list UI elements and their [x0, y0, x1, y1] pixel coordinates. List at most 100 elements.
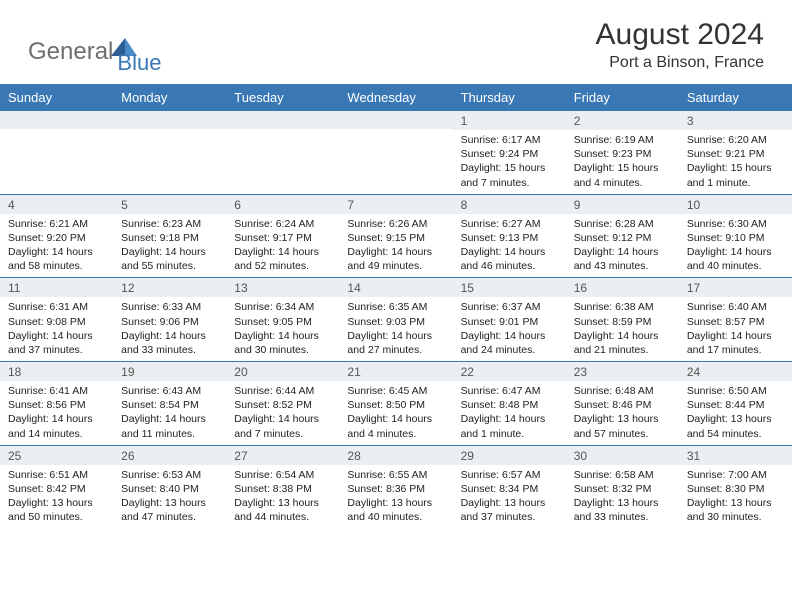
day-cell — [113, 111, 226, 194]
day-number: 13 — [226, 278, 339, 297]
weekday-header: Sunday — [0, 84, 113, 111]
daylight-text: Daylight: 14 hours and 43 minutes. — [574, 245, 671, 273]
sunset-text: Sunset: 9:20 PM — [8, 231, 105, 245]
daylight-text: Daylight: 15 hours and 1 minute. — [687, 161, 784, 189]
weekday-header: Monday — [113, 84, 226, 111]
daylight-text: Daylight: 14 hours and 14 minutes. — [8, 412, 105, 440]
day-cell: 4 Sunrise: 6:21 AMSunset: 9:20 PMDaylight… — [0, 194, 113, 278]
day-cell: 5Sunrise: 6:23 AMSunset: 9:18 PMDaylight… — [113, 194, 226, 278]
sunset-text: Sunset: 9:24 PM — [461, 147, 558, 161]
day-number: 4 — [0, 195, 113, 214]
sunrise-text: Sunrise: 6:47 AM — [461, 384, 558, 398]
day-data: Sunrise: 6:33 AMSunset: 9:06 PMDaylight:… — [113, 297, 226, 361]
sunset-text: Sunset: 9:23 PM — [574, 147, 671, 161]
brand-logo: General Blue — [28, 18, 161, 76]
sunrise-text: Sunrise: 6:21 AM — [8, 217, 105, 231]
sunrise-text: Sunrise: 6:37 AM — [461, 300, 558, 314]
sunset-text: Sunset: 9:01 PM — [461, 315, 558, 329]
day-number: 18 — [0, 362, 113, 381]
sunset-text: Sunset: 9:17 PM — [234, 231, 331, 245]
day-number — [339, 111, 452, 129]
day-cell: 25Sunrise: 6:51 AMSunset: 8:42 PMDayligh… — [0, 445, 113, 528]
day-cell: 30Sunrise: 6:58 AMSunset: 8:32 PMDayligh… — [566, 445, 679, 528]
daylight-text: Daylight: 14 hours and 27 minutes. — [347, 329, 444, 357]
day-data: Sunrise: 6:44 AMSunset: 8:52 PMDaylight:… — [226, 381, 339, 445]
day-cell: 23Sunrise: 6:48 AMSunset: 8:46 PMDayligh… — [566, 362, 679, 446]
day-data: Sunrise: 6:41 AMSunset: 8:56 PMDaylight:… — [0, 381, 113, 445]
sunrise-text: Sunrise: 6:43 AM — [121, 384, 218, 398]
sunrise-text: Sunrise: 6:19 AM — [574, 133, 671, 147]
daylight-text: Daylight: 13 hours and 40 minutes. — [347, 496, 444, 524]
day-cell: 21Sunrise: 6:45 AMSunset: 8:50 PMDayligh… — [339, 362, 452, 446]
day-cell: 3Sunrise: 6:20 AMSunset: 9:21 PMDaylight… — [679, 111, 792, 194]
brand-part2: Blue — [117, 50, 161, 76]
sunrise-text: Sunrise: 6:31 AM — [8, 300, 105, 314]
daylight-text: Daylight: 14 hours and 21 minutes. — [574, 329, 671, 357]
sunset-text: Sunset: 8:40 PM — [121, 482, 218, 496]
day-cell: 9Sunrise: 6:28 AMSunset: 9:12 PMDaylight… — [566, 194, 679, 278]
sunset-text: Sunset: 9:12 PM — [574, 231, 671, 245]
daylight-text: Daylight: 13 hours and 44 minutes. — [234, 496, 331, 524]
day-cell: 2Sunrise: 6:19 AMSunset: 9:23 PMDaylight… — [566, 111, 679, 194]
daylight-text: Daylight: 13 hours and 47 minutes. — [121, 496, 218, 524]
day-number: 25 — [0, 446, 113, 465]
sunrise-text: Sunrise: 6:58 AM — [574, 468, 671, 482]
sunrise-text: Sunrise: 6:48 AM — [574, 384, 671, 398]
sunset-text: Sunset: 9:10 PM — [687, 231, 784, 245]
location-label: Port a Binson, France — [596, 54, 764, 72]
day-data: Sunrise: 6:20 AMSunset: 9:21 PMDaylight:… — [679, 130, 792, 194]
week-row: 4Sunrise: 6:21 AMSunset: 9:20 PMDaylight… — [0, 194, 792, 278]
sunrise-text: Sunrise: 6:55 AM — [347, 468, 444, 482]
day-data: Sunrise: 6:47 AMSunset: 8:48 PMDaylight:… — [453, 381, 566, 445]
calendar-table: Sunday Monday Tuesday Wednesday Thursday… — [0, 84, 792, 528]
weekday-header: Thursday — [453, 84, 566, 111]
sunrise-text: Sunrise: 6:17 AM — [461, 133, 558, 147]
header: General Blue August 2024 Port a Binson, … — [0, 0, 792, 84]
sunset-text: Sunset: 8:36 PM — [347, 482, 444, 496]
day-data: Sunrise: 6:30 AMSunset: 9:10 PMDaylight:… — [679, 214, 792, 278]
day-cell — [0, 111, 113, 194]
day-number: 20 — [226, 362, 339, 381]
week-row: 11Sunrise: 6:31 AMSunset: 9:08 PMDayligh… — [0, 278, 792, 362]
weekday-header: Wednesday — [339, 84, 452, 111]
sunrise-text: Sunrise: 6:40 AM — [687, 300, 784, 314]
daylight-text: Daylight: 14 hours and 46 minutes. — [461, 245, 558, 273]
sunset-text: Sunset: 8:59 PM — [574, 315, 671, 329]
weekday-header: Friday — [566, 84, 679, 111]
day-cell: 8Sunrise: 6:27 AMSunset: 9:13 PMDaylight… — [453, 194, 566, 278]
day-cell: 31Sunrise: 7:00 AMSunset: 8:30 PMDayligh… — [679, 445, 792, 528]
day-data: Sunrise: 6:50 AMSunset: 8:44 PMDaylight:… — [679, 381, 792, 445]
sunrise-text: Sunrise: 6:44 AM — [234, 384, 331, 398]
day-cell: 17Sunrise: 6:40 AMSunset: 8:57 PMDayligh… — [679, 278, 792, 362]
sunset-text: Sunset: 8:32 PM — [574, 482, 671, 496]
day-number: 12 — [113, 278, 226, 297]
title-block: August 2024 Port a Binson, France — [596, 18, 764, 72]
day-number: 2 — [566, 111, 679, 130]
day-number: 6 — [226, 195, 339, 214]
day-data: Sunrise: 6:19 AMSunset: 9:23 PMDaylight:… — [566, 130, 679, 194]
day-data: Sunrise: 6:34 AMSunset: 9:05 PMDaylight:… — [226, 297, 339, 361]
sunset-text: Sunset: 9:21 PM — [687, 147, 784, 161]
day-data: Sunrise: 6:35 AMSunset: 9:03 PMDaylight:… — [339, 297, 452, 361]
month-title: August 2024 — [596, 18, 764, 52]
sunset-text: Sunset: 9:13 PM — [461, 231, 558, 245]
sunrise-text: Sunrise: 7:00 AM — [687, 468, 784, 482]
daylight-text: Daylight: 14 hours and 58 minutes. — [8, 245, 105, 273]
day-number: 31 — [679, 446, 792, 465]
day-number: 14 — [339, 278, 452, 297]
week-row: 25Sunrise: 6:51 AMSunset: 8:42 PMDayligh… — [0, 445, 792, 528]
day-number: 19 — [113, 362, 226, 381]
sunrise-text: Sunrise: 6:28 AM — [574, 217, 671, 231]
sunset-text: Sunset: 9:03 PM — [347, 315, 444, 329]
week-row: 18Sunrise: 6:41 AMSunset: 8:56 PMDayligh… — [0, 362, 792, 446]
sunset-text: Sunset: 8:38 PM — [234, 482, 331, 496]
sunrise-text: Sunrise: 6:41 AM — [8, 384, 105, 398]
day-cell: 6Sunrise: 6:24 AMSunset: 9:17 PMDaylight… — [226, 194, 339, 278]
day-number: 10 — [679, 195, 792, 214]
day-data: Sunrise: 6:53 AMSunset: 8:40 PMDaylight:… — [113, 465, 226, 529]
sunrise-text: Sunrise: 6:30 AM — [687, 217, 784, 231]
day-number: 15 — [453, 278, 566, 297]
daylight-text: Daylight: 14 hours and 4 minutes. — [347, 412, 444, 440]
day-data: Sunrise: 6:26 AMSunset: 9:15 PMDaylight:… — [339, 214, 452, 278]
day-cell: 12Sunrise: 6:33 AMSunset: 9:06 PMDayligh… — [113, 278, 226, 362]
